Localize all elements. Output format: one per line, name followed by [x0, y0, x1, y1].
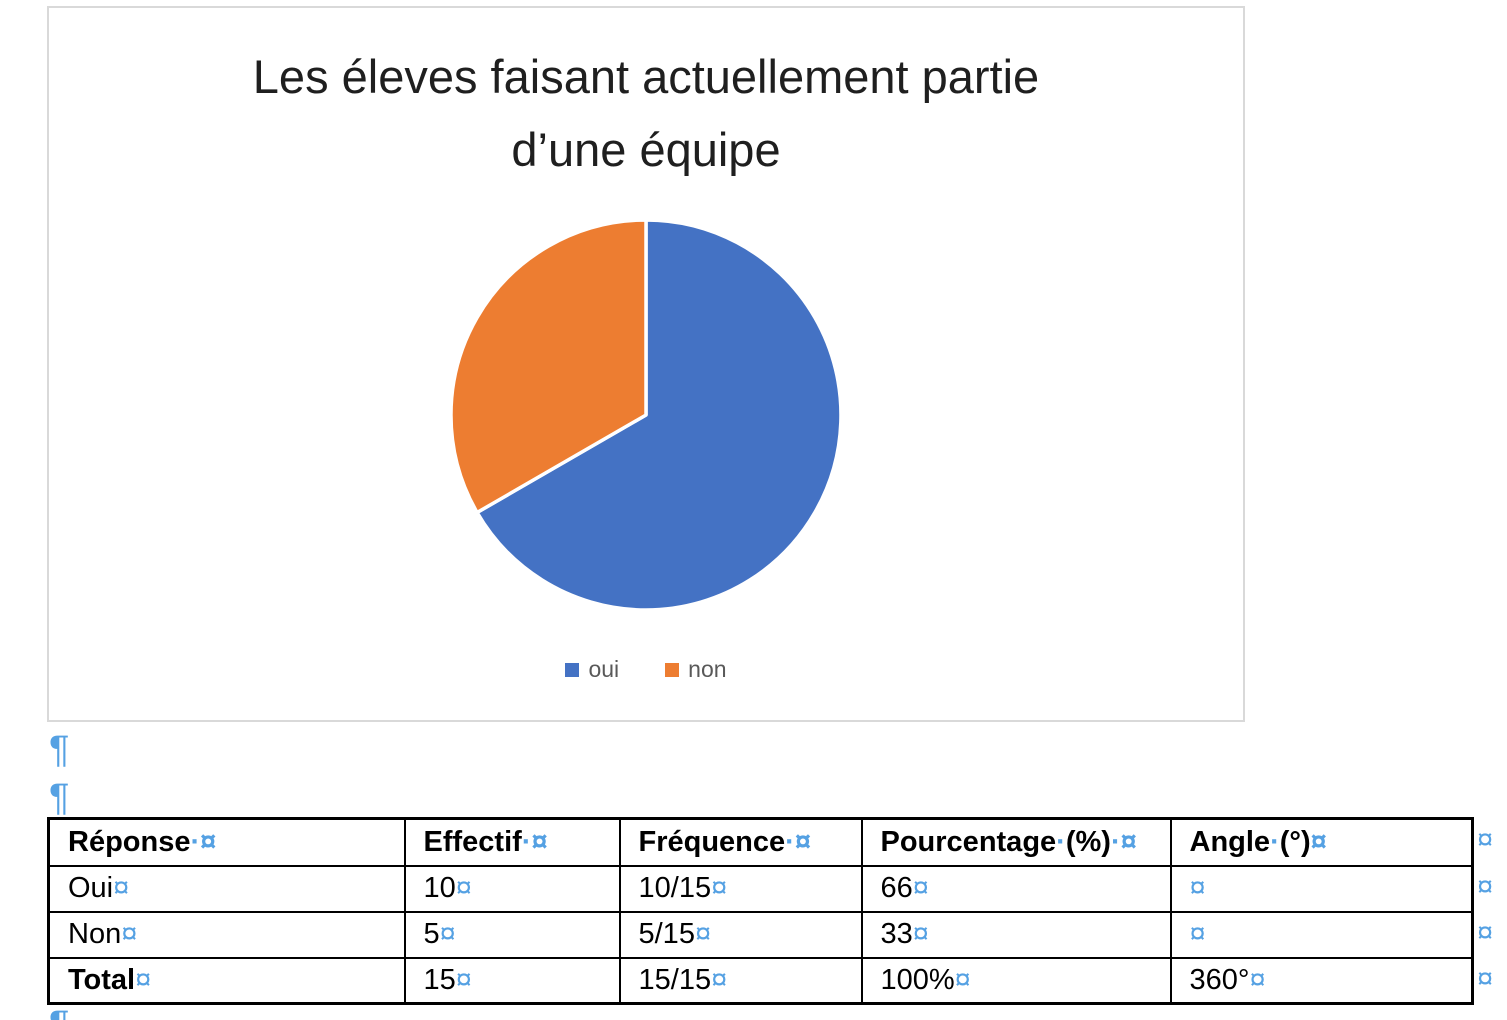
end-of-cell-mark: ¤	[954, 963, 971, 996]
table-cell[interactable]: Oui¤	[47, 864, 406, 913]
end-of-row-mark: ¤	[1477, 824, 1494, 856]
cell-text: (%)	[1065, 825, 1111, 858]
pilcrow-mark: ¶	[49, 777, 70, 819]
cell-text: 66	[880, 872, 913, 904]
table-cell[interactable]: 66¤	[860, 864, 1172, 913]
table-cell[interactable]: 360°¤	[1169, 956, 1474, 1005]
legend-label: non	[688, 656, 727, 682]
end-of-cell-mark: ¤	[1189, 872, 1206, 904]
end-of-cell-mark: ¤	[121, 918, 138, 950]
cell-text: Non	[68, 918, 122, 950]
cell-text: Total	[68, 963, 136, 996]
data-table-body: Réponse·¤ Effectif·¤ Fréquence·¤ Pourcentag…	[47, 817, 1474, 1005]
space-dot-mark: ·	[521, 825, 532, 858]
table-row: Non¤ 5¤ 5/15¤ 33¤ ¤	[47, 910, 1474, 959]
legend-swatch-icon	[565, 662, 580, 677]
data-table[interactable]: Réponse·¤ Effectif·¤ Fréquence·¤ Pourcentag…	[47, 817, 1474, 1005]
end-of-cell-mark: ¤	[711, 872, 728, 904]
legend-item-oui[interactable]: oui	[565, 656, 619, 683]
table-cell[interactable]: Total¤	[47, 956, 406, 1005]
cell-text: 33	[880, 918, 913, 950]
cell-text: 15/15	[638, 963, 712, 996]
chart-title-line-2: d’une équipe	[511, 123, 781, 176]
space-dot-mark: ·	[1056, 825, 1066, 858]
cell-text: Pourcentage	[880, 825, 1057, 858]
chart-object[interactable]: Les éleves faisant actuellement partie d…	[47, 6, 1245, 722]
table-cell[interactable]: 33¤	[860, 910, 1172, 959]
table-cell[interactable]: 10/15¤	[618, 864, 863, 913]
end-of-cell-mark: ¤	[455, 963, 472, 996]
cell-text: 15	[423, 963, 456, 996]
table-row: Total¤ 15¤ 15/15¤ 100%¤ 360°¤	[47, 956, 1474, 1005]
cell-text: Angle	[1189, 825, 1271, 858]
pilcrow-mark: ¶	[49, 729, 70, 771]
end-of-row-mark: ¤	[1477, 871, 1494, 903]
cell-text: Fréquence	[638, 825, 786, 858]
legend-item-non[interactable]: non	[665, 656, 727, 683]
space-dot-mark: ·	[785, 825, 795, 858]
cell-text: 5/15	[638, 918, 695, 950]
chart-title-line-1: Les éleves faisant actuellement partie	[252, 50, 1040, 103]
chart-legend: oui non	[49, 656, 1243, 683]
table-header-cell[interactable]: Angle·(°)¤	[1169, 817, 1474, 867]
end-of-cell-mark: ¤	[455, 872, 472, 904]
end-of-cell-mark: ¤	[1120, 825, 1137, 858]
table-row: Oui¤ 10¤ 10/15¤ 66¤ ¤	[47, 864, 1474, 913]
table-cell[interactable]: 100%¤	[860, 956, 1172, 1005]
table-cell[interactable]: ¤	[1169, 910, 1474, 959]
cell-text: (°)	[1279, 825, 1311, 858]
end-of-cell-mark: ¤	[711, 963, 728, 996]
cell-text: 10	[423, 872, 456, 904]
cell-text: Oui	[68, 872, 114, 904]
cell-text: 5	[423, 918, 440, 950]
space-dot-mark: ·	[1270, 825, 1280, 858]
table-cell[interactable]: ¤	[1169, 864, 1474, 913]
table-header-cell[interactable]: Fréquence·¤	[618, 817, 863, 867]
pilcrow-mark: ¶	[49, 1006, 69, 1020]
end-of-cell-mark: ¤	[200, 825, 217, 858]
cell-text: Effectif	[423, 825, 522, 858]
pie-slice-oui[interactable]	[475, 218, 843, 612]
end-of-cell-mark: ¤	[439, 918, 456, 950]
table-cell[interactable]: 15¤	[403, 956, 621, 1005]
pie-chart[interactable]	[49, 8, 1243, 720]
table-header-cell[interactable]: Réponse·¤	[47, 817, 406, 867]
legend-swatch-icon	[665, 662, 680, 677]
end-of-cell-mark: ¤	[1189, 918, 1206, 950]
chart-title: Les éleves faisant actuellement partie d…	[49, 40, 1243, 186]
pie-slice-non[interactable]	[449, 218, 648, 515]
cell-text: 10/15	[638, 872, 712, 904]
table-header-cell[interactable]: Pourcentage·(%)·¤	[860, 817, 1172, 867]
table-cell[interactable]: 5¤	[403, 910, 621, 959]
space-dot-mark: ·	[190, 825, 201, 858]
table-header-cell[interactable]: Effectif·¤	[403, 817, 621, 867]
table-header-row: Réponse·¤ Effectif·¤ Fréquence·¤ Pourcentag…	[47, 817, 1474, 867]
table-cell[interactable]: 15/15¤	[618, 956, 863, 1005]
table-cell[interactable]: 10¤	[403, 864, 621, 913]
end-of-cell-mark: ¤	[794, 825, 811, 858]
legend-label: oui	[588, 656, 620, 682]
end-of-cell-mark: ¤	[912, 872, 929, 904]
end-of-cell-mark: ¤	[1310, 825, 1327, 858]
end-of-cell-mark: ¤	[912, 918, 929, 950]
table-cell[interactable]: 5/15¤	[618, 910, 863, 959]
cell-text: Réponse	[68, 825, 191, 858]
end-of-row-mark: ¤	[1477, 963, 1494, 995]
cell-text: 100%	[880, 963, 955, 996]
end-of-cell-mark: ¤	[135, 963, 152, 996]
end-of-cell-mark: ¤	[531, 825, 548, 858]
space-dot-mark: ·	[1110, 825, 1121, 858]
cell-text: 360°	[1189, 963, 1250, 996]
end-of-cell-mark: ¤	[113, 872, 130, 904]
end-of-cell-mark: ¤	[694, 918, 712, 950]
table-cell[interactable]: Non¤	[47, 910, 406, 959]
end-of-row-mark: ¤	[1477, 917, 1494, 949]
end-of-cell-mark: ¤	[1249, 963, 1266, 996]
